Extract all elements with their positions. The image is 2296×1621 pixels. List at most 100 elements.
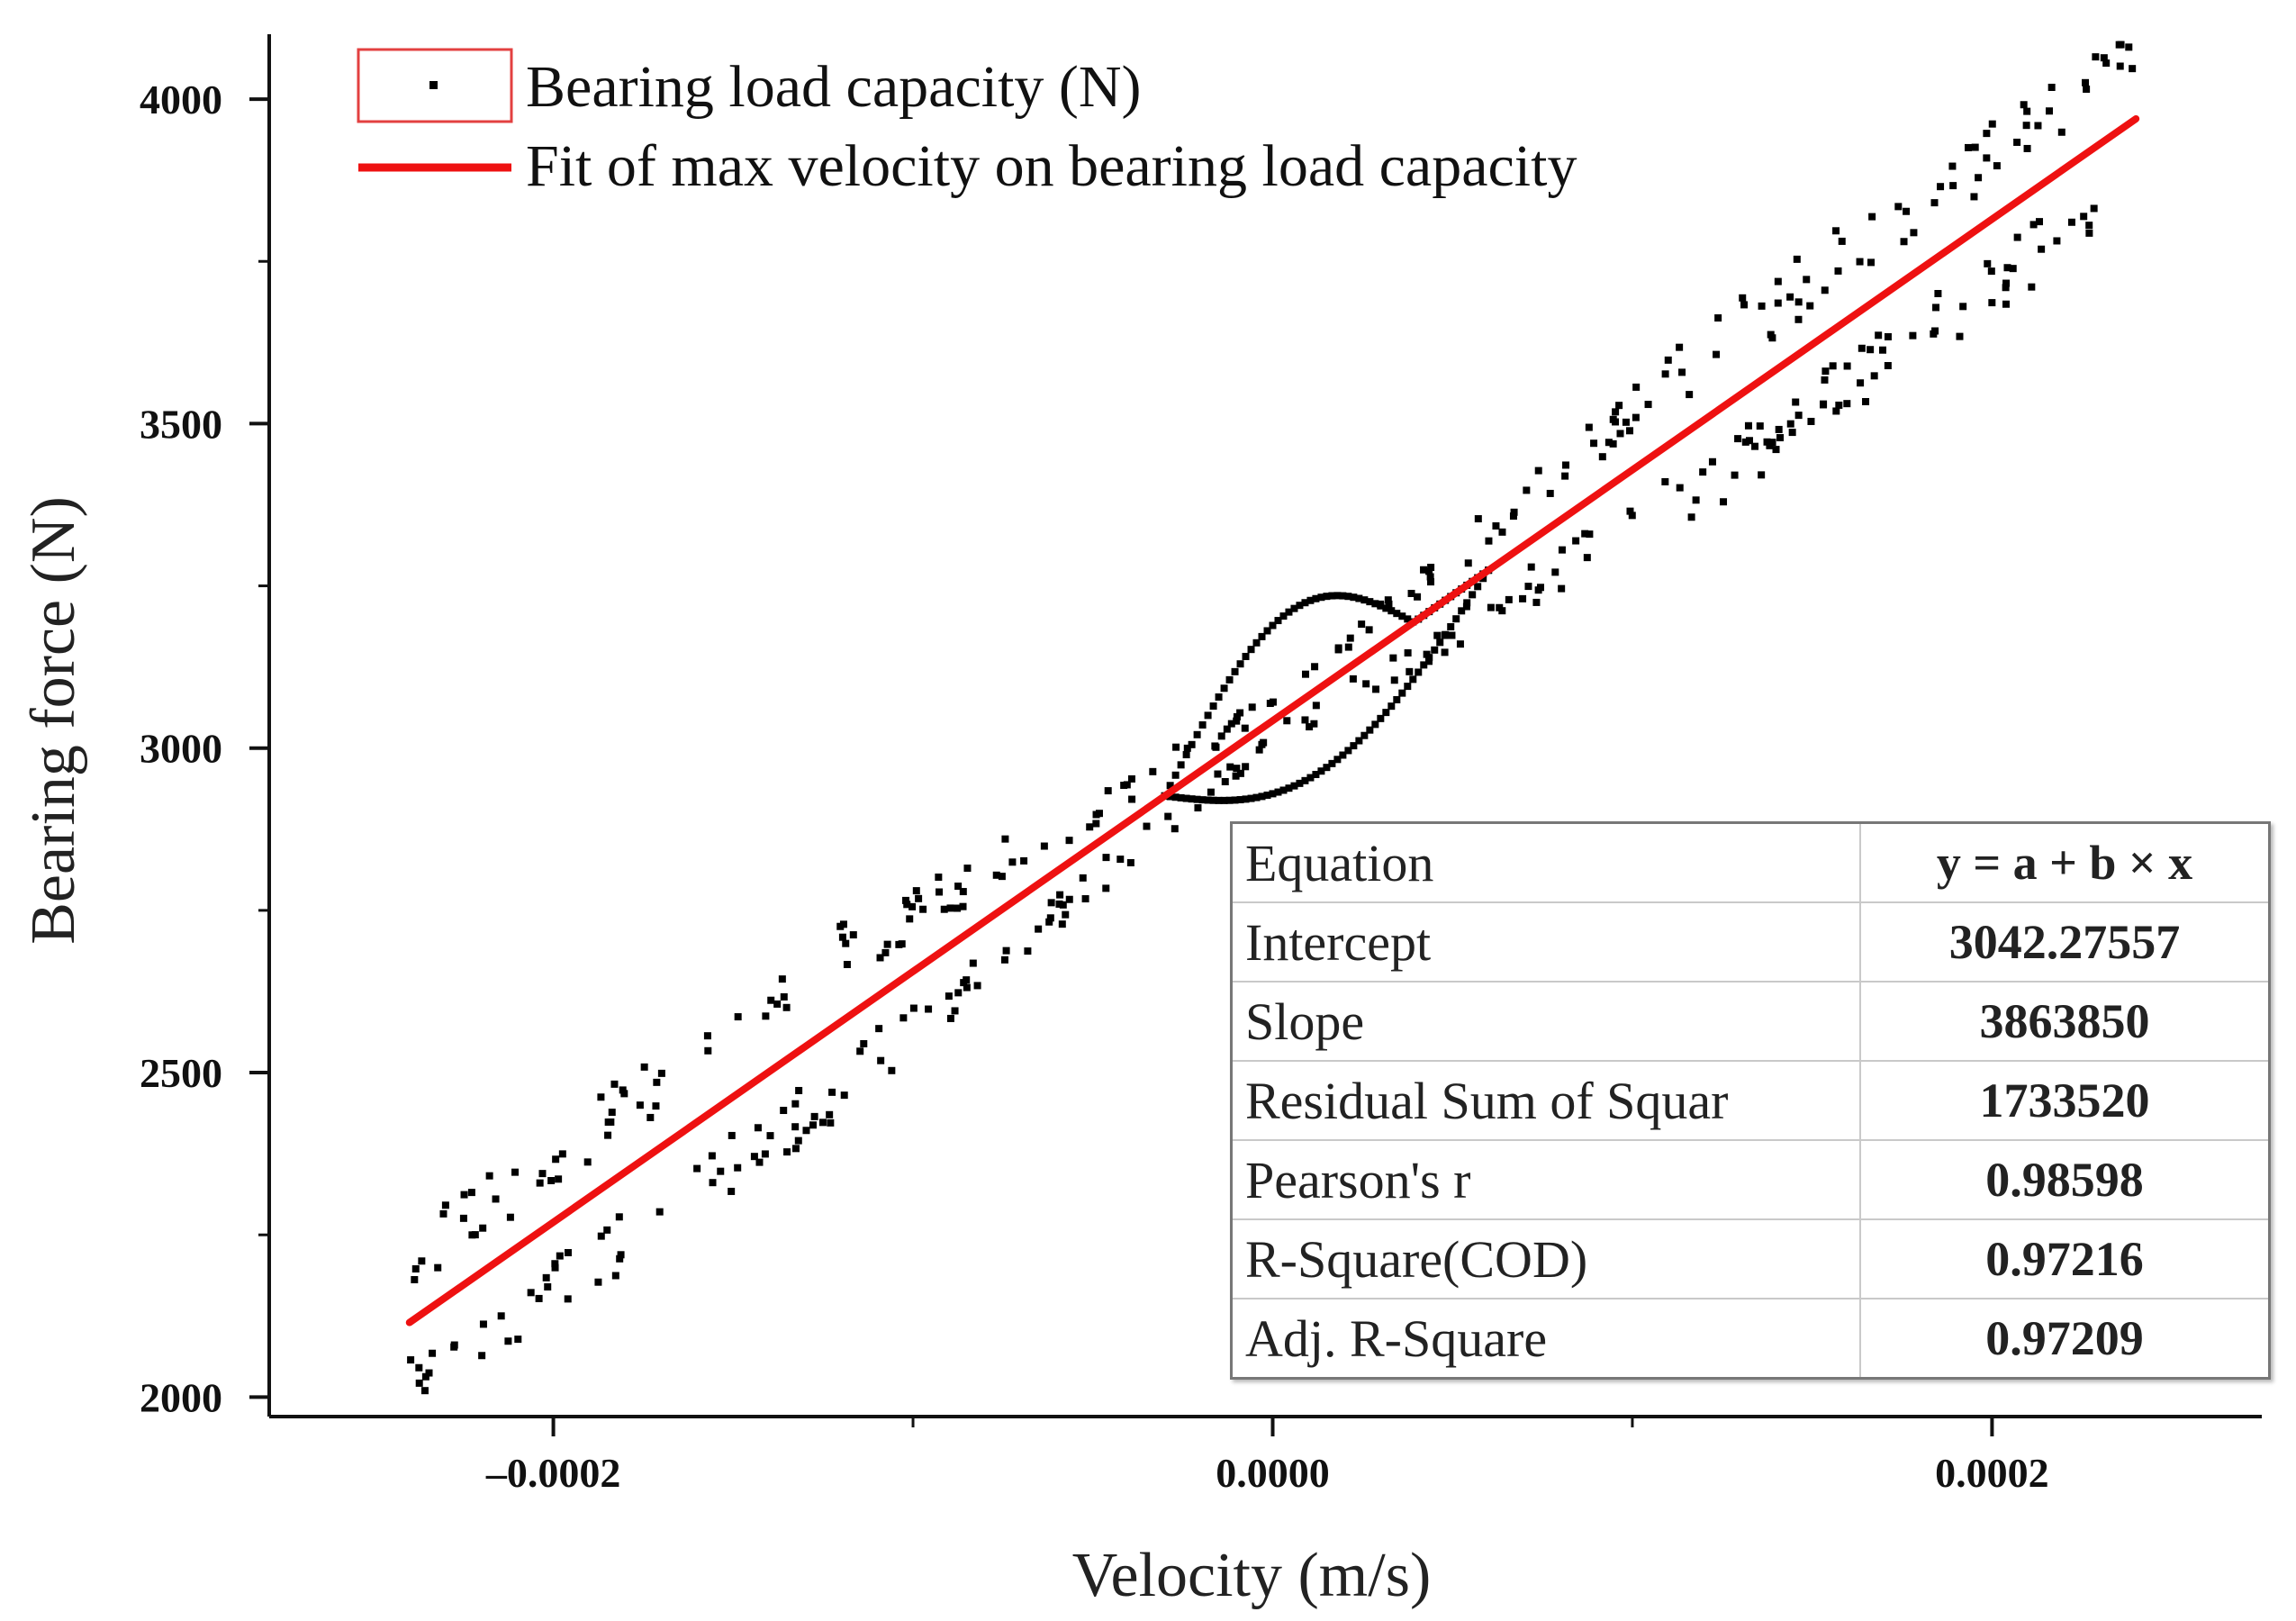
scatter-point bbox=[1626, 507, 1634, 515]
scatter-point bbox=[909, 1004, 917, 1012]
scatter-point bbox=[1323, 764, 1331, 772]
scatter-point bbox=[1699, 468, 1707, 476]
legend-scatter-marker bbox=[429, 81, 438, 89]
scatter-point bbox=[761, 1150, 769, 1158]
scatter-point bbox=[1427, 564, 1435, 572]
scatter-point bbox=[604, 1131, 612, 1139]
scatter-point bbox=[1523, 486, 1531, 494]
scatter-point bbox=[1441, 648, 1449, 657]
scatter-point bbox=[1731, 471, 1739, 479]
scatter-point bbox=[843, 961, 851, 969]
scatter-point bbox=[1233, 765, 1241, 773]
scatter-point bbox=[734, 1013, 742, 1021]
scatter-point bbox=[1479, 575, 1487, 583]
scatter-point bbox=[2102, 59, 2111, 68]
scatter-point bbox=[1458, 607, 1466, 615]
scatter-point bbox=[1884, 332, 1892, 340]
scatter-point bbox=[1843, 400, 1851, 408]
scatter-point bbox=[1236, 796, 1244, 804]
scatter-point bbox=[1829, 362, 1837, 370]
scatter-point bbox=[969, 959, 977, 967]
y-tick-label: 3000 bbox=[140, 726, 222, 772]
scatter-point bbox=[912, 887, 920, 895]
y-tick-label: 4000 bbox=[140, 77, 222, 122]
scatter-point bbox=[2028, 283, 2036, 291]
scatter-point bbox=[1360, 731, 1369, 739]
scatter-point bbox=[1102, 884, 1110, 892]
scatter-point bbox=[1838, 237, 1846, 245]
scatter-point bbox=[1126, 859, 1134, 867]
scatter-point bbox=[1740, 301, 1749, 309]
scatter-point bbox=[1247, 646, 1255, 654]
scatter-point bbox=[1632, 383, 1641, 391]
scatter-point bbox=[1988, 299, 1996, 307]
scatter-point bbox=[1661, 477, 1669, 485]
scatter-point bbox=[1775, 425, 1783, 433]
scatter-point bbox=[919, 905, 927, 913]
scatter-point bbox=[946, 904, 954, 912]
scatter-point bbox=[1793, 255, 1801, 263]
scatter-point bbox=[1937, 183, 1945, 191]
scatter-point bbox=[1820, 400, 1828, 408]
scatter-point bbox=[506, 1213, 514, 1221]
scatter-point bbox=[1774, 299, 1782, 307]
scatter-point bbox=[1678, 368, 1686, 376]
scatter-point bbox=[842, 939, 850, 947]
scatter-point bbox=[1803, 276, 1811, 284]
stats-row: Equation y = a + b × x bbox=[1230, 821, 2271, 903]
fit-statistics-table: Equation y = a + b × x Intercept 3042.27557… bbox=[1230, 821, 2271, 1380]
scatter-point bbox=[1366, 598, 1374, 606]
scatter-point bbox=[849, 931, 857, 939]
scatter-point bbox=[617, 1251, 625, 1259]
scatter-point bbox=[908, 902, 917, 910]
y-tick-label: 2500 bbox=[140, 1050, 222, 1096]
scatter-point bbox=[611, 1272, 619, 1280]
scatter-point bbox=[762, 1012, 770, 1020]
scatter-point bbox=[1772, 446, 1780, 454]
scatter-point bbox=[1821, 286, 1829, 294]
scatter-point bbox=[434, 1263, 442, 1272]
scatter-point bbox=[1171, 771, 1180, 779]
scatter-point bbox=[1959, 303, 1967, 311]
scatter-point bbox=[1474, 515, 1482, 523]
scatter-point bbox=[1788, 429, 1796, 437]
scatter-point bbox=[1388, 607, 1396, 615]
scatter-point bbox=[778, 975, 786, 983]
scatter-point bbox=[2002, 300, 2010, 308]
scatter-point bbox=[888, 1066, 896, 1074]
scatter-point bbox=[899, 1014, 908, 1022]
scatter-point bbox=[2053, 237, 2061, 245]
scatter-point bbox=[615, 1213, 623, 1221]
scatter-point bbox=[1269, 790, 1277, 798]
scatter-point bbox=[1628, 512, 1636, 520]
scatter-point bbox=[439, 1209, 447, 1218]
scatter-point bbox=[1510, 508, 1518, 516]
scatter-point bbox=[1884, 362, 1892, 370]
scatter-point bbox=[1279, 612, 1288, 620]
scatter-point bbox=[1464, 559, 1472, 567]
scatter-point bbox=[1269, 621, 1277, 629]
scatter-point bbox=[1389, 654, 1397, 662]
scatter-point bbox=[1177, 793, 1185, 801]
scatter-point bbox=[2045, 107, 2053, 115]
scatter-point bbox=[1616, 430, 1624, 438]
scatter-point bbox=[1285, 784, 1293, 792]
scatter-point bbox=[1462, 602, 1470, 611]
scatter-point bbox=[547, 1176, 556, 1184]
scatter-point bbox=[1339, 592, 1347, 600]
scatter-point bbox=[1644, 401, 1652, 409]
scatter-point bbox=[603, 1226, 611, 1234]
scatter-point bbox=[467, 1189, 475, 1197]
scatter-point bbox=[1786, 420, 1794, 428]
scatter-point bbox=[2003, 264, 2011, 272]
scatter-point bbox=[608, 1109, 616, 1117]
scatter-point bbox=[2080, 213, 2088, 221]
scatter-point bbox=[1001, 835, 1009, 843]
legend: Bearing load capacity (N) Fit of max vel… bbox=[357, 48, 1577, 199]
scatter-point bbox=[655, 1208, 664, 1216]
scatter-point bbox=[1794, 298, 1803, 306]
scatter-point bbox=[1447, 622, 1455, 630]
scatter-point bbox=[1312, 702, 1320, 710]
scatter-point bbox=[1207, 788, 1215, 796]
